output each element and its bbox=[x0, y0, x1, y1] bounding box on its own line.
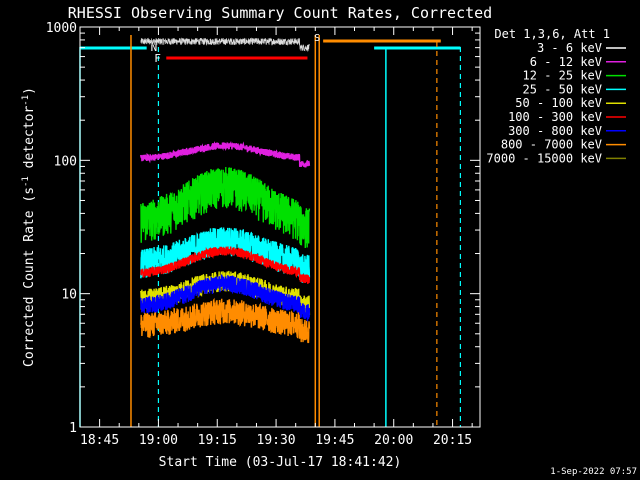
legend-label-7: 800 - 7000 keV bbox=[501, 138, 602, 152]
legend-label-3: 25 - 50 keV bbox=[523, 82, 602, 96]
series-line-highlight bbox=[140, 37, 310, 52]
x-tick-label-3: 19:30 bbox=[257, 433, 296, 448]
series-line-5 bbox=[140, 246, 311, 284]
y-tick-label-2: 100 bbox=[54, 154, 77, 169]
y-axis: 1 10 100 1000 bbox=[46, 21, 480, 436]
series-line-1 bbox=[140, 140, 311, 168]
plot-area: N S F bbox=[79, 33, 461, 427]
night-label: N bbox=[151, 41, 158, 54]
series-line-6 bbox=[140, 274, 311, 323]
plot-frame bbox=[79, 26, 481, 428]
saa-label: S bbox=[314, 33, 320, 44]
x-axis-label: Start Time (03-Jul-17 18:41:42) bbox=[159, 455, 402, 470]
x-tick-label-6: 20:15 bbox=[433, 433, 472, 448]
legend-label-8: 7000 - 15000 keV bbox=[486, 151, 602, 165]
x-tick-label-2: 19:15 bbox=[198, 433, 237, 448]
legend-label-4: 50 - 100 keV bbox=[515, 96, 602, 110]
legend-label-5: 100 - 300 keV bbox=[508, 110, 602, 124]
series-line-7 bbox=[140, 297, 311, 344]
series-line-2 bbox=[140, 166, 311, 249]
chart-title: RHESSI Observing Summary Count Rates, Co… bbox=[68, 4, 492, 22]
y-tick-label-3: 1000 bbox=[46, 21, 77, 36]
series-line-3 bbox=[140, 227, 311, 283]
x-tick-label-4: 19:45 bbox=[315, 433, 354, 448]
x-tick-label-0: 18:45 bbox=[80, 433, 119, 448]
x-axis: 18:45 19:00 19:15 19:30 19:45 20:00 20:15 bbox=[79, 27, 473, 448]
y-axis-label-main: Corrected Count Rate (s bbox=[22, 187, 37, 367]
y-axis-label: Corrected Count Rate (s-1 detector-1) bbox=[21, 87, 37, 367]
flare-label: F bbox=[154, 52, 161, 65]
y-axis-label-exp1: -1 bbox=[21, 176, 31, 187]
timestamp: 1-Sep-2022 07:57 bbox=[550, 467, 637, 477]
legend-header: Det 1,3,6, Att 1 bbox=[494, 27, 610, 41]
legend-label-2: 12 - 25 keV bbox=[523, 69, 602, 83]
y-axis-label-exp2: -1 bbox=[21, 95, 31, 106]
legend-label-0: 3 - 6 keV bbox=[537, 41, 602, 55]
legend-label-1: 6 - 12 keV bbox=[530, 55, 602, 69]
y-axis-label-close: ) bbox=[22, 87, 37, 95]
x-tick-label-1: 19:00 bbox=[139, 433, 178, 448]
x-tick-label-5: 20:00 bbox=[374, 433, 413, 448]
y-tick-label-0: 1 bbox=[69, 421, 77, 436]
legend-label-6: 300 - 800 keV bbox=[508, 124, 602, 138]
y-tick-label-1: 10 bbox=[61, 288, 77, 303]
y-axis-label-detector: detector bbox=[22, 106, 37, 177]
